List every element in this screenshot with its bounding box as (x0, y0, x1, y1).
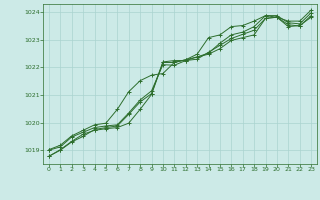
Text: Graphe pression niveau de la mer (hPa): Graphe pression niveau de la mer (hPa) (65, 186, 255, 196)
